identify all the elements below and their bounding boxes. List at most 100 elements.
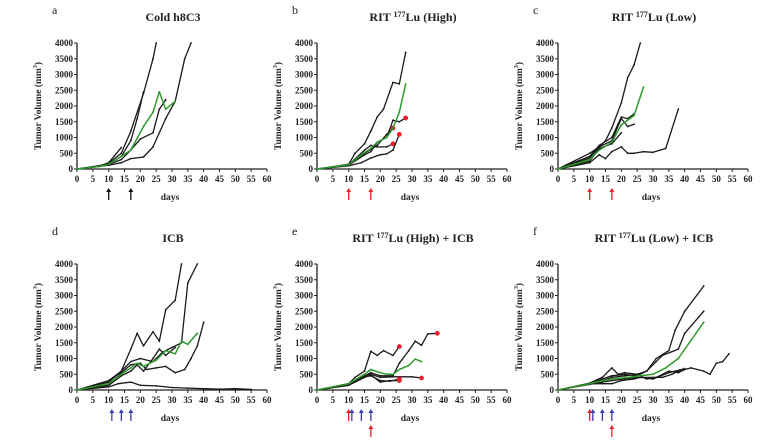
series-line-mouse-2 (557, 310, 705, 391)
data-point (129, 130, 132, 133)
x-tick-label: 40 (439, 395, 449, 405)
arrow-head (109, 409, 115, 413)
data-point (620, 124, 623, 126)
data-point (588, 158, 591, 161)
data-point (139, 384, 142, 387)
data-point (139, 357, 142, 360)
data-point (129, 157, 132, 160)
y-tick-label: 3500 (55, 275, 74, 285)
arrow-head (346, 188, 352, 192)
x-tick-label: 45 (696, 395, 706, 405)
y-tick-label: 2000 (295, 322, 314, 332)
data-point (702, 310, 705, 313)
data-point (655, 360, 658, 363)
arrow-head (609, 409, 615, 413)
x-axis-label: days (401, 193, 420, 203)
x-tick-label: 15 (601, 395, 611, 405)
data-point (152, 111, 154, 114)
x-tick-label: 0 (315, 174, 320, 184)
data-point (129, 149, 132, 152)
x-tick-label: 5 (91, 395, 96, 405)
data-point (398, 83, 401, 85)
x-tick-label: 20 (376, 395, 386, 405)
series-line-mouse-1 (76, 42, 157, 170)
data-point (620, 146, 623, 148)
x-tick-label: 30 (649, 174, 659, 184)
y-label-end: ) (33, 283, 44, 286)
data-point (636, 373, 639, 376)
x-tick-label: 55 (728, 174, 738, 184)
x-tick-label: 60 (744, 395, 754, 405)
series-line-mouse-5 (557, 367, 685, 391)
data-point (652, 373, 654, 376)
data-point (347, 382, 350, 385)
data-point (392, 127, 394, 129)
data-point (382, 349, 385, 352)
x-tick-label: 40 (439, 174, 449, 184)
data-point (588, 382, 591, 385)
data-point (164, 354, 167, 357)
data-point (363, 376, 366, 379)
treatment-arrow-icon (346, 188, 352, 200)
data-point (174, 100, 177, 103)
data-point (76, 168, 78, 170)
data-point (664, 367, 667, 369)
data-point (677, 108, 680, 111)
data-point (610, 382, 613, 385)
x-axis-label: days (161, 193, 180, 203)
y-label-sup: 3 (273, 286, 279, 289)
data-point (610, 150, 613, 153)
data-point (667, 349, 670, 352)
y-axis-label: Tumor Volume (mm3) (33, 283, 44, 371)
y-tick-label: 3500 (536, 275, 555, 285)
y-tick-label: 500 (60, 369, 74, 379)
arrow-head (609, 188, 615, 192)
y-label-sup: 3 (273, 65, 279, 68)
x-tick-label: 10 (344, 395, 354, 405)
x-tick-label: 35 (183, 395, 193, 405)
panel-title: ICB (162, 231, 183, 245)
data-point (158, 340, 161, 343)
y-label-end: ) (514, 283, 525, 286)
y-tick-label: 0 (550, 385, 555, 395)
data-point (610, 374, 613, 377)
data-point (183, 57, 186, 60)
y-label-main: Tumor Volume (mm (33, 289, 44, 371)
data-point (142, 370, 145, 372)
endpoint-marker (419, 375, 424, 381)
data-point (598, 144, 601, 147)
x-tick-label: 30 (649, 395, 659, 405)
arrow-head (358, 409, 364, 413)
x-tick-label: 35 (183, 174, 193, 184)
endpoint-marker (396, 344, 402, 349)
x-tick-label: 10 (585, 395, 595, 405)
panel-letter: d (52, 224, 58, 238)
data-point (152, 146, 154, 148)
y-tick-label: 3500 (295, 275, 314, 285)
arrow-head (590, 409, 596, 413)
y-axis-label: Tumor Volume (mm3) (33, 62, 44, 150)
x-tick-label: 55 (247, 174, 257, 184)
title-superscript: 177 (619, 231, 631, 240)
endpoint-marker (396, 378, 402, 383)
data-point (129, 363, 132, 366)
panel-d: d ICB 0 5 10 15 20 25 30 35 40 45 50 55 60 0 500 1000 1500… (33, 224, 272, 424)
data-point (369, 373, 372, 376)
treatment-arrow-icon (587, 409, 593, 421)
data-point (164, 308, 167, 311)
data-point (186, 282, 189, 284)
y-tick-label: 3500 (536, 54, 555, 64)
treatment-arrow-icon (609, 188, 615, 200)
data-point (155, 42, 158, 44)
data-point (363, 370, 366, 372)
endpoint-marker (434, 330, 440, 336)
treatment-arrow-icon (128, 409, 134, 421)
x-tick-label: 40 (680, 395, 690, 405)
data-point (369, 371, 372, 374)
x-axis-label: days (161, 414, 180, 424)
x-tick-label: 15 (360, 395, 370, 405)
x-tick-label: 45 (215, 174, 225, 184)
data-point (620, 101, 623, 104)
series-line-mouse-5 (557, 109, 679, 170)
